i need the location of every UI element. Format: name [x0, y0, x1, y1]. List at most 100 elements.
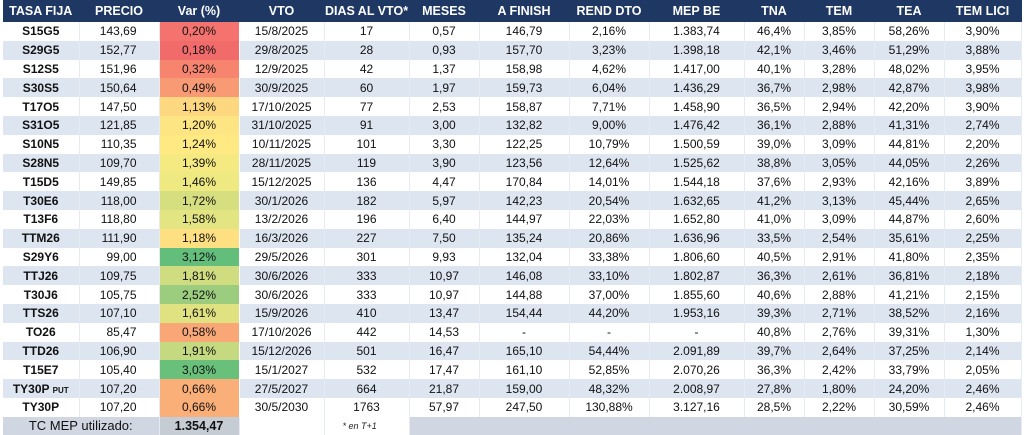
cell-precio: 105,75 [79, 285, 160, 304]
cell-rend-dto: 12,64% [569, 153, 650, 173]
cell-mep-be: 1.525,62 [649, 153, 745, 173]
cell-tem: 2,93% [804, 172, 875, 192]
cell-tea: 33,79% [874, 360, 945, 380]
cell-mep-be: 1.458,90 [649, 97, 745, 116]
cell-vto: 17/10/2026 [239, 322, 325, 342]
cell-tna: 36,7% [744, 78, 805, 98]
table-row: TO26 85,47 0,58% 17/10/2026 442 14,53- - -40,8%… [3, 322, 1022, 342]
cell-tem-lici: 2,46% [944, 379, 1022, 398]
table-row: S29Y6 99,00 3,12% 29/5/2026 301 9,93 132,04 33,… [3, 247, 1022, 267]
cell-tna: 41,2% [744, 191, 805, 210]
column-header: VTO [239, 0, 325, 22]
cell-dias: 196 [324, 209, 410, 229]
cell-a-finish: 146,79 [479, 22, 570, 41]
cell-a-finish: 157,70 [479, 40, 570, 60]
cell-tem: 2,88% [804, 115, 875, 135]
ticker-label: S15G5 [22, 24, 60, 39]
cell-var: 1,81% [159, 266, 240, 286]
cell-a-finish: 158,98 [479, 59, 570, 79]
cell-tea: 41,21% [874, 285, 945, 304]
cell-tem: 2,22% [804, 397, 875, 417]
cell-tem: 2,91% [804, 247, 875, 267]
cell-precio: 111,90 [79, 228, 160, 248]
cell-tem: 3,46% [804, 40, 875, 60]
cell-dias: 17 [324, 22, 410, 41]
cell-precio: 106,90 [79, 341, 160, 361]
cell-mep-be: 1.806,60 [649, 247, 745, 267]
table-row: TY30P 107,20 0,66% 30/5/2030 1763 57,97 247,50… [3, 397, 1022, 417]
ticker-label: TO26 [25, 325, 56, 340]
cell-a-finish: 154,44 [479, 303, 570, 323]
cell-a-finish: 247,50 [479, 397, 570, 417]
cell-tea: 35,61% [874, 228, 945, 248]
cell-rend-dto: 14,01% [569, 172, 650, 192]
cell-tem: 3,05% [804, 153, 875, 173]
cell-var: 1,58% [159, 209, 240, 229]
table-row: T30J6 105,75 2,52% 30/6/2026 333 10,97 144,88 3… [3, 285, 1022, 304]
cell-dias: 227 [324, 228, 410, 248]
cell-tna: 39,0% [744, 134, 805, 154]
cell-tna: 40,1% [744, 59, 805, 79]
cell-dias: 60 [324, 78, 410, 98]
cell-rend-dto: 33,10% [569, 266, 650, 286]
cell-precio: 99,00 [79, 247, 160, 267]
cell-meses: 5,97 [409, 191, 480, 210]
cell-dias: 442 [324, 322, 410, 342]
ticker-label: T30J6 [23, 287, 58, 302]
cell-meses: 0,57 [409, 22, 480, 41]
cell-dias: 101 [324, 134, 410, 154]
cell-ticker: TTJ26 [3, 266, 80, 286]
cell-rend-dto: 7,71% [569, 97, 650, 116]
cell-var: 0,20% [159, 22, 240, 41]
ticker-label: T30E6 [23, 193, 59, 208]
cell-vto: 27/5/2027 [239, 379, 325, 398]
cell-tem: 2,64% [804, 341, 875, 361]
cell-tem-lici: 3,90% [944, 97, 1022, 116]
table-row: S31O5 121,85 1,20% 31/10/2025 91 3,00 132,82 9,… [3, 115, 1022, 135]
cell-tem: 3,85% [804, 22, 875, 41]
ticker-label: TTD26 [22, 343, 60, 358]
cell-mep-be: 2.091,89 [649, 341, 745, 361]
cell-meses: 3,30 [409, 134, 480, 154]
ticker-label: TY30P [12, 381, 50, 396]
cell-var: 1,46% [159, 172, 240, 192]
cell-tem: 3,09% [804, 134, 875, 154]
cell-tea: 44,81% [874, 134, 945, 154]
cell-mep-be: 3.127,16 [649, 397, 745, 417]
cell-mep-be: - [649, 322, 745, 342]
cell-ticker: S30S5 [3, 78, 80, 98]
cell-meses: 57,97 [409, 397, 480, 417]
cell-tem-lici: 2,25% [944, 228, 1022, 248]
table-row: S15G5 143,69 0,20% 15/8/2025 17 0,57 146,79 2,1… [3, 22, 1022, 41]
cell-var: 3,03% [159, 360, 240, 380]
cell-meses: 9,93 [409, 247, 480, 267]
cell-a-finish: 144,88 [479, 285, 570, 304]
table-row: TTJ26 109,75 1,81% 30/6/2026 333 10,97 146,08 3… [3, 266, 1022, 286]
table-row: T17O5 147,50 1,13% 17/10/2025 77 2,53 158,87 7,… [3, 97, 1022, 116]
ticker-label: S31O5 [22, 118, 60, 133]
cell-precio: 105,40 [79, 360, 160, 380]
table-row: S28N5 109,70 1,39% 28/11/2025 119 3,90 123,56 1… [3, 153, 1022, 173]
cell-rend-dto: 4,62% [569, 59, 650, 79]
cell-tem-lici: 2,74% [944, 115, 1022, 135]
cell-vto: 30/9/2025 [239, 78, 325, 98]
cell-mep-be: 1.652,80 [649, 209, 745, 229]
cell-meses: 7,50 [409, 228, 480, 248]
cell-tna: 40,5% [744, 247, 805, 267]
bond-table: TASA FIJA PRECIO Var (%) VTO DIAS AL VTO* MES… [3, 0, 1022, 435]
cell-dias: 301 [324, 247, 410, 267]
cell-dias: 333 [324, 266, 410, 286]
cell-dias: 333 [324, 285, 410, 304]
cell-var: 1,39% [159, 153, 240, 173]
cell-tem-lici: 2,46% [944, 397, 1022, 417]
cell-vto: 12/9/2025 [239, 59, 325, 79]
cell-rend-dto: 33,38% [569, 247, 650, 267]
cell-precio: 107,10 [79, 303, 160, 323]
cell-ticker: T17O5 [3, 97, 80, 116]
cell-tem-lici: 1,30% [944, 322, 1022, 342]
cell-meses: 3,90 [409, 153, 480, 173]
cell-mep-be: 1.398,18 [649, 40, 745, 60]
cell-meses: 13,47 [409, 303, 480, 323]
cell-ticker: TTD26 [3, 341, 80, 361]
cell-tea: 42,20% [874, 97, 945, 116]
